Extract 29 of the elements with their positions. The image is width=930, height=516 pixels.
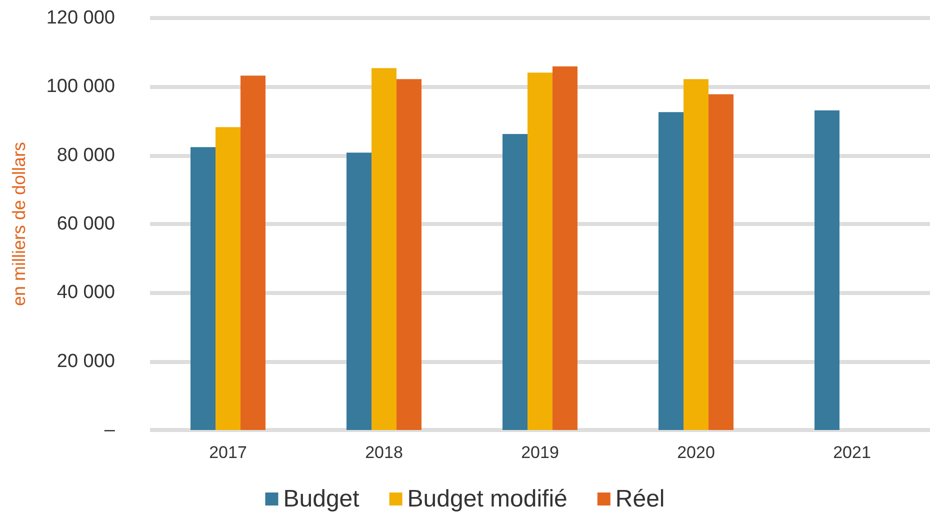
- x-tick-label: 2017: [209, 443, 247, 462]
- bar: [684, 79, 708, 430]
- bar: [708, 94, 734, 430]
- bar: [372, 68, 396, 430]
- y-tick-label: 20 000: [56, 350, 115, 372]
- bar: [240, 76, 266, 430]
- y-axis-title: en milliers de dollars: [9, 142, 29, 306]
- bar: [814, 110, 840, 430]
- bar: [552, 66, 578, 430]
- y-tick-label: 80 000: [56, 144, 115, 166]
- bar: [658, 112, 684, 430]
- y-tick-label: 100 000: [46, 76, 115, 98]
- y-tick-label: 120 000: [46, 8, 115, 28]
- bar: [502, 134, 528, 430]
- y-tick-label: 40 000: [56, 282, 115, 304]
- x-tick-label: 2020: [677, 443, 715, 462]
- bar: [216, 127, 240, 430]
- y-tick-label: –: [104, 420, 116, 440]
- bar: [528, 72, 552, 430]
- y-tick-label: 60 000: [56, 214, 115, 234]
- x-tick-label: 2019: [521, 443, 559, 462]
- bar: [396, 79, 422, 430]
- x-tick-label: 2018: [365, 443, 403, 462]
- bar: [346, 152, 372, 430]
- legend-label: Budget: [283, 486, 360, 512]
- bar: [190, 147, 216, 430]
- legend-label: Budget modifié: [407, 486, 568, 512]
- legend-label: Réel: [615, 486, 665, 512]
- x-tick-label: 2021: [833, 443, 871, 462]
